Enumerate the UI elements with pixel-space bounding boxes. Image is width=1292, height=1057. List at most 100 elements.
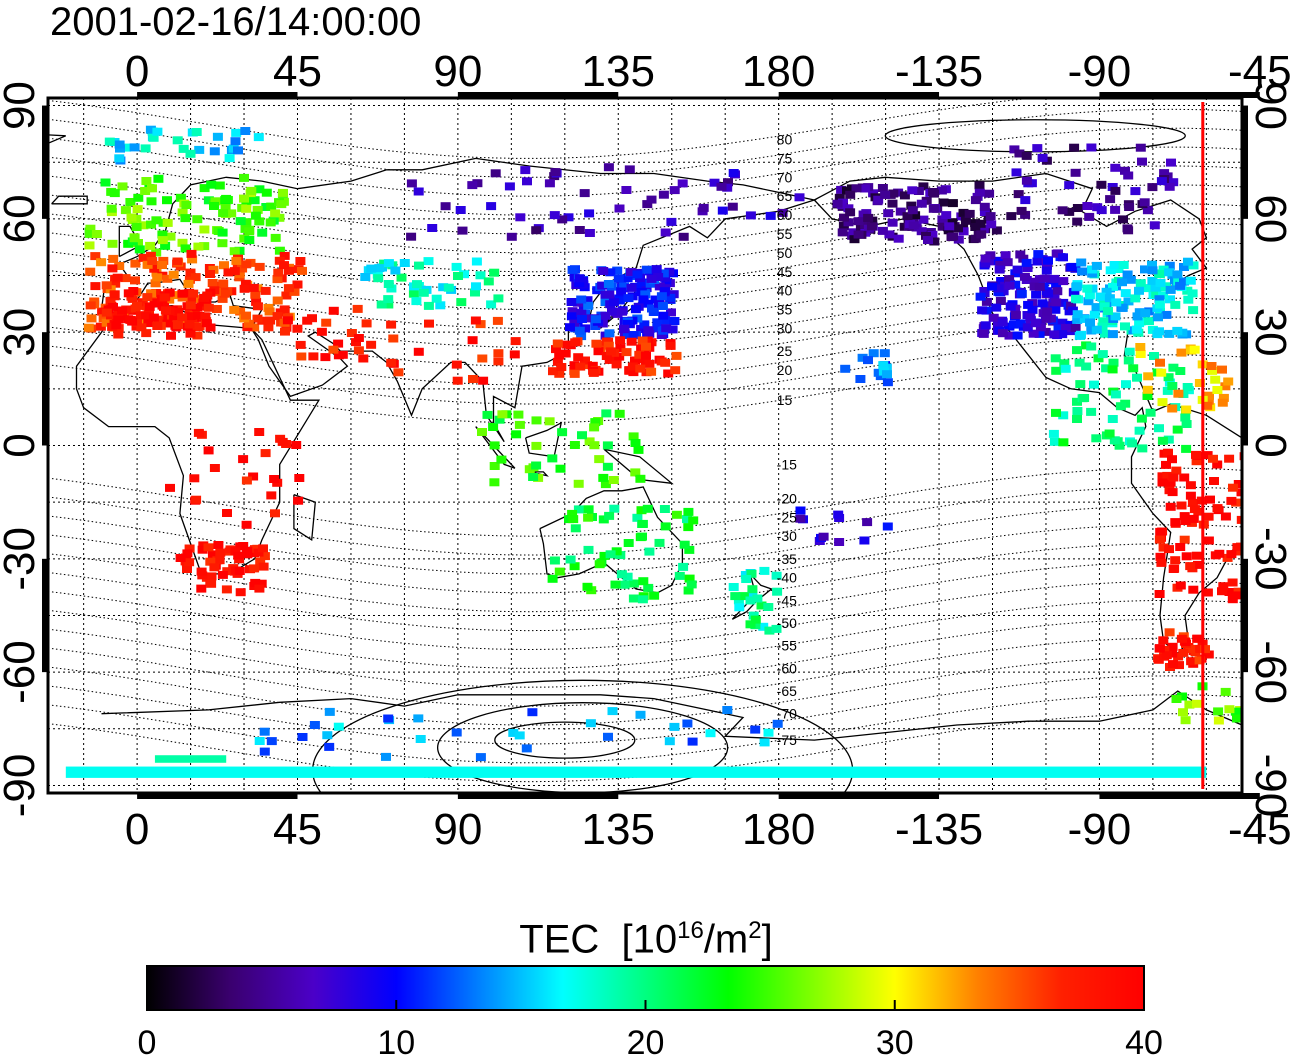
tec-cell	[328, 306, 339, 315]
tec-cell	[1064, 207, 1075, 216]
tec-cell	[252, 302, 263, 311]
frame-bar-left	[42, 105, 48, 219]
tec-cell	[457, 226, 468, 235]
tec-cell	[1072, 204, 1083, 212]
tec-cell	[1203, 650, 1214, 659]
colorbar-units-mid: /m	[703, 917, 749, 962]
tec-cell	[582, 582, 593, 591]
tec-cell	[258, 562, 269, 571]
tec-cell	[1182, 383, 1193, 391]
tec-cell	[527, 708, 538, 717]
contour-label: 65	[777, 188, 793, 204]
tec-cell	[1180, 517, 1191, 525]
tec-cell	[547, 574, 558, 583]
tec-cell	[617, 307, 628, 316]
tec-cell	[1124, 203, 1135, 211]
tec-cell	[1203, 396, 1214, 405]
tec-cell	[728, 169, 739, 177]
tec-cell	[907, 186, 918, 195]
tec-cell	[565, 555, 576, 564]
tec-cell	[745, 620, 756, 629]
tec-cell	[899, 191, 910, 200]
tec-cell	[1188, 261, 1199, 270]
tec-cell	[1168, 178, 1179, 187]
tec-cell	[352, 304, 363, 313]
tec-cell	[583, 505, 594, 514]
tec-cell	[145, 241, 156, 250]
tec-cell	[1185, 562, 1196, 571]
tec-cell	[157, 261, 167, 269]
tec-cell	[489, 478, 500, 487]
tec-cell	[489, 462, 500, 470]
tec-cell	[1140, 265, 1150, 274]
tec-cell	[1084, 291, 1095, 300]
tec-cell	[83, 323, 94, 332]
tec-cell	[1203, 536, 1214, 545]
tec-cell	[1150, 283, 1161, 292]
tec-cell	[492, 316, 503, 325]
tec-cell	[1135, 279, 1146, 288]
tec-cell	[266, 202, 277, 211]
tec-cell	[584, 229, 595, 237]
tec-cell	[289, 287, 300, 296]
tec-cell	[548, 367, 558, 376]
tec-cell	[1108, 282, 1118, 291]
tec-cell	[459, 270, 470, 279]
tec-cell	[621, 348, 632, 357]
tec-cell	[640, 290, 651, 299]
tec-cell	[1049, 330, 1060, 339]
tec-cell	[1041, 314, 1052, 323]
tec-cell	[244, 227, 255, 236]
tec-cell	[1041, 266, 1052, 275]
tec-cell	[108, 302, 118, 311]
tec-cell	[632, 513, 643, 522]
tec-cell	[467, 181, 478, 190]
tec-cell	[1010, 311, 1021, 320]
tec-cell	[1143, 372, 1154, 381]
tec-cell	[134, 245, 145, 254]
tec-cell	[759, 566, 770, 575]
tec-cell	[168, 270, 179, 279]
tec-cell	[1096, 206, 1107, 215]
tec-cell	[747, 585, 758, 594]
tec-cell	[622, 331, 633, 339]
tec-cell	[544, 417, 555, 426]
tec-cell	[623, 539, 634, 547]
tec-cell	[1070, 168, 1081, 177]
tec-cell	[988, 313, 999, 322]
tec-cell	[117, 306, 128, 315]
tec-cell	[997, 329, 1008, 338]
tec-cell	[125, 315, 136, 324]
contour-label: -45	[777, 592, 797, 608]
tec-strip	[65, 766, 1207, 778]
tec-cell	[333, 339, 344, 348]
tec-cell	[1170, 518, 1181, 527]
tec-cell	[996, 277, 1007, 285]
tec-cell	[411, 297, 422, 306]
tec-cell	[1135, 350, 1146, 358]
tec-cell	[1173, 652, 1184, 661]
tec-cell	[162, 196, 172, 205]
tec-cell	[958, 227, 969, 236]
tec-cell	[1051, 366, 1062, 375]
tec-cell	[1235, 547, 1242, 556]
tec-cell	[1120, 166, 1130, 175]
tec-cell	[221, 194, 232, 203]
tec-cell	[1174, 661, 1184, 670]
tec-cell	[1072, 415, 1082, 423]
tec-cell	[877, 184, 888, 192]
tec-cell	[1154, 535, 1165, 544]
contour-label: -50	[777, 615, 797, 631]
tec-cell	[276, 200, 287, 209]
tec-cell	[531, 226, 542, 235]
tec-cell	[995, 261, 1006, 269]
tec-cell	[157, 230, 168, 239]
tec-cell	[1009, 145, 1020, 154]
tec-cell	[1109, 261, 1120, 269]
tec-cell	[1151, 290, 1162, 298]
tec-cell	[297, 266, 307, 275]
lat-tick-left: 0	[0, 433, 44, 457]
tec-cell	[1051, 249, 1062, 258]
tec-cell	[1049, 437, 1060, 446]
tec-cell	[670, 366, 681, 375]
